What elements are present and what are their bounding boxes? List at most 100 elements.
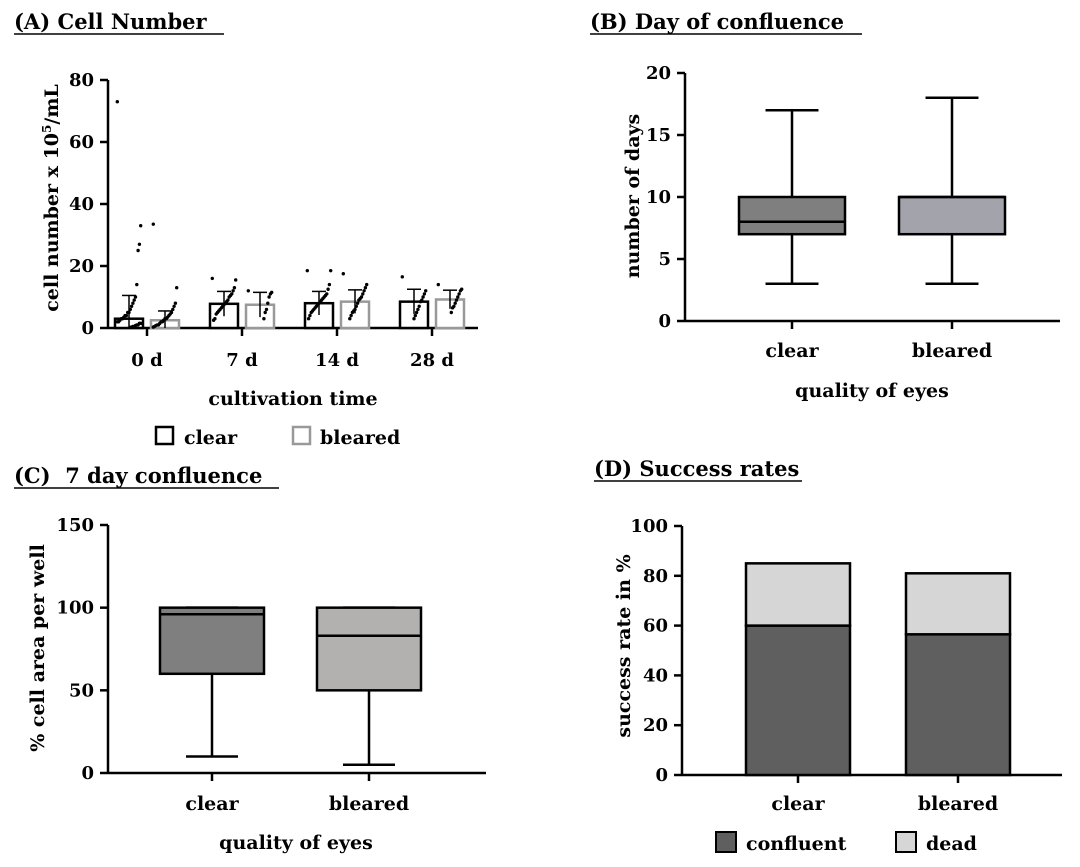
chart-d-y-tick-label: 80 [643,566,668,587]
chart-a-y-tick-label: 40 [69,194,94,215]
chart-a-point-bleared [171,307,175,312]
chart-b-y-tick-label: 0 [658,311,671,332]
chart-a-point-bleared [363,286,368,290]
chart-b-y-tick-label: 10 [646,187,671,208]
chart-a-point-clear [210,276,214,281]
chart-c-y-tick-label: 100 [56,598,94,619]
chart-c-svg: (C) 7 day confluence % cell area per wel… [14,463,486,854]
chart-a-ylabel: cell number x 105/mL [40,84,63,312]
chart-a-point-clear [414,310,419,315]
chart-a-point-bleared [264,307,269,312]
chart-d-svg: (D) Success rates success rate in % conf… [594,456,1062,855]
chart-a-point-clear [327,282,332,287]
chart-d-bar-confluent [744,624,852,777]
chart-a-point-bleared [453,301,457,305]
chart-d-ylabel: success rate in % [613,554,635,737]
chart-a-point-clear [412,317,416,321]
legend-a-clear-swatch [154,425,175,446]
chart-d-x-tick-label: bleared [918,793,998,815]
chart-b-y-tick-label: 5 [658,249,671,270]
chart-b-y-tick-label: 15 [646,125,671,146]
chart-d-title: (D) Success rates [594,456,799,481]
chart-b-ylabel: number of days [622,114,644,279]
chart-c-x-tick-label: clear [185,793,239,815]
chart-a-point-clear [418,299,423,304]
chart-a-point-bleared [268,292,273,296]
chart-a-point-clear [211,318,216,322]
chart-a-point-bleared [262,317,266,321]
chart-a-title: (A) Cell Number [14,9,208,34]
legend-a-bleared-label: bleared [320,427,400,449]
chart-a-x-tick-label: 28 d [410,350,454,371]
legend-d-dead-swatch [895,831,917,853]
chart-a-point-clear [136,248,140,253]
chart-a-point-bleared [362,289,366,293]
chart-c-ylabel: % cell area per well [27,544,49,752]
chart-b-box [737,195,847,236]
chart-a-point-bleared [246,289,250,293]
chart-a-point-clear [128,325,132,330]
chart-a-point-bleared [457,292,461,296]
chart-b-x-tick-label: bleared [912,340,992,362]
legend-d-confluent-swatch [715,831,737,853]
chart-a-point-bleared [266,301,270,305]
chart-a-point-clear [413,313,417,318]
panel-d-success-rates: (D) Success rates success rate in % conf… [540,455,1080,867]
chart-a-point-clear [424,289,428,293]
chart-c-y-tick-label: 0 [81,763,94,784]
chart-a-point-bleared [267,295,271,299]
chart-a-point-bleared [436,282,440,287]
chart-a-point-clear [326,287,330,291]
chart-c-x-tick-label: bleared [329,793,409,815]
chart-a-point-clear [139,224,143,228]
chart-d-y-tick-label: 60 [643,616,668,637]
chart-a-point-clear [309,310,313,315]
chart-a-point-bleared [349,313,353,318]
legend-d-dead-label: dead [926,833,977,855]
chart-a-point-bleared [450,306,455,310]
chart-a-point-clear [416,307,420,312]
chart-a-point-clear [400,275,404,279]
chart-a-point-bleared [151,222,155,226]
chart-c-y-tick-label: 150 [56,515,94,536]
chart-a-point-clear [422,292,427,296]
chart-a-point-bleared [350,310,355,315]
legend-a-clear-label: clear [184,427,238,449]
chart-a-point-clear [128,307,132,312]
chart-a-point-bleared [357,298,361,302]
chart-a-x-tick-label: 0 d [131,350,163,371]
chart-b-x-tick-label: clear [765,340,819,362]
chart-c-box [158,606,266,676]
chart-a-point-clear [231,289,235,293]
chart-c-title: (C) 7 day confluence [14,463,262,488]
chart-a-point-clear [135,282,139,287]
chart-a-svg: (A) Cell Number cell number x 105/mL cul… [14,9,478,449]
chart-a-point-bleared [263,310,267,315]
chart-d-y-tick-label: 100 [630,516,668,537]
chart-a-point-clear [115,100,120,104]
chart-a-point-bleared [361,292,365,296]
chart-a-point-clear [227,295,231,299]
chart-a-point-clear [306,317,311,321]
chart-a-point-bleared [449,310,453,315]
chart-a-y-tick-label: 80 [69,70,94,91]
legend-a-bleared-swatch [291,425,312,446]
chart-d-bar-dead [744,562,852,627]
chart-d-y-tick-label: 40 [643,665,668,686]
chart-a-point-clear [417,304,421,308]
chart-c-box [315,606,423,692]
chart-b-title: (B) Day of confluence [590,9,844,34]
panel-a-cell-number: (A) Cell Number cell number x 105/mL cul… [0,0,540,455]
chart-c-y-tick-label: 50 [69,680,94,701]
chart-a-point-bleared [354,304,358,308]
legend-d-confluent-label: confluent [746,833,847,855]
chart-a-point-clear [129,304,134,308]
chart-a-point-clear [131,301,135,305]
chart-a-point-bleared [365,282,369,287]
chart-a-point-bleared [151,325,155,329]
chart-a-point-bleared [458,289,463,293]
chart-a-xlabel: cultivation time [208,388,377,410]
chart-d-y-tick-label: 20 [643,715,668,736]
chart-b-y-tick-label: 20 [646,63,671,84]
chart-a-point-clear [132,298,136,302]
